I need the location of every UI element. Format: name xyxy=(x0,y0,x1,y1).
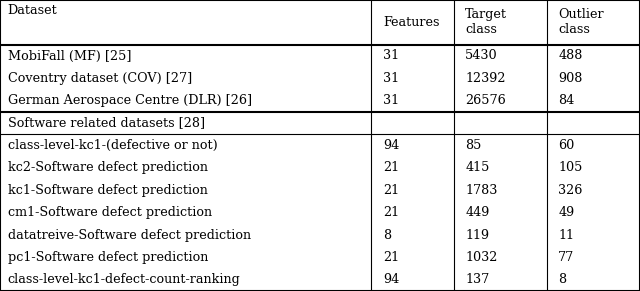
Text: class-level-kc1-(defective or not): class-level-kc1-(defective or not) xyxy=(8,139,218,152)
Text: 49: 49 xyxy=(558,206,574,219)
Text: 60: 60 xyxy=(558,139,574,152)
Text: 11: 11 xyxy=(558,228,574,242)
Text: 21: 21 xyxy=(383,206,399,219)
Text: kc1-Software defect prediction: kc1-Software defect prediction xyxy=(8,184,207,197)
Text: 31: 31 xyxy=(383,72,399,85)
Text: 21: 21 xyxy=(383,162,399,174)
Text: 31: 31 xyxy=(383,49,399,63)
Text: German Aerospace Centre (DLR) [26]: German Aerospace Centre (DLR) [26] xyxy=(8,94,252,107)
Text: 94: 94 xyxy=(383,273,399,286)
Text: Coventry dataset (COV) [27]: Coventry dataset (COV) [27] xyxy=(8,72,192,85)
Text: 8: 8 xyxy=(558,273,566,286)
Text: 84: 84 xyxy=(558,94,574,107)
Text: 94: 94 xyxy=(383,139,399,152)
Text: 77: 77 xyxy=(558,251,574,264)
Text: kc2-Software defect prediction: kc2-Software defect prediction xyxy=(8,162,207,174)
Text: 85: 85 xyxy=(465,139,482,152)
Text: 415: 415 xyxy=(465,162,490,174)
Text: 488: 488 xyxy=(558,49,582,63)
Text: 119: 119 xyxy=(465,228,490,242)
Text: 12392: 12392 xyxy=(465,72,506,85)
Text: 105: 105 xyxy=(558,162,582,174)
Text: 326: 326 xyxy=(558,184,582,197)
Text: 1783: 1783 xyxy=(465,184,498,197)
Text: 1032: 1032 xyxy=(465,251,498,264)
Text: datatreive-Software defect prediction: datatreive-Software defect prediction xyxy=(8,228,251,242)
Text: 8: 8 xyxy=(383,228,392,242)
Text: MobiFall (MF) [25]: MobiFall (MF) [25] xyxy=(8,49,131,63)
Text: cm1-Software defect prediction: cm1-Software defect prediction xyxy=(8,206,212,219)
Text: 137: 137 xyxy=(465,273,490,286)
Text: 908: 908 xyxy=(558,72,582,85)
Text: 21: 21 xyxy=(383,251,399,264)
Text: Features: Features xyxy=(383,16,440,29)
Text: Outlier
class: Outlier class xyxy=(558,8,604,36)
Text: pc1-Software defect prediction: pc1-Software defect prediction xyxy=(8,251,208,264)
Text: 449: 449 xyxy=(465,206,490,219)
Text: Target
class: Target class xyxy=(465,8,508,36)
Text: Software related datasets [28]: Software related datasets [28] xyxy=(8,117,205,129)
Text: 5430: 5430 xyxy=(465,49,498,63)
Text: 31: 31 xyxy=(383,94,399,107)
Text: Dataset: Dataset xyxy=(8,4,58,17)
Text: class-level-kc1-defect-count-ranking: class-level-kc1-defect-count-ranking xyxy=(8,273,241,286)
Text: 21: 21 xyxy=(383,184,399,197)
Text: 26576: 26576 xyxy=(465,94,506,107)
